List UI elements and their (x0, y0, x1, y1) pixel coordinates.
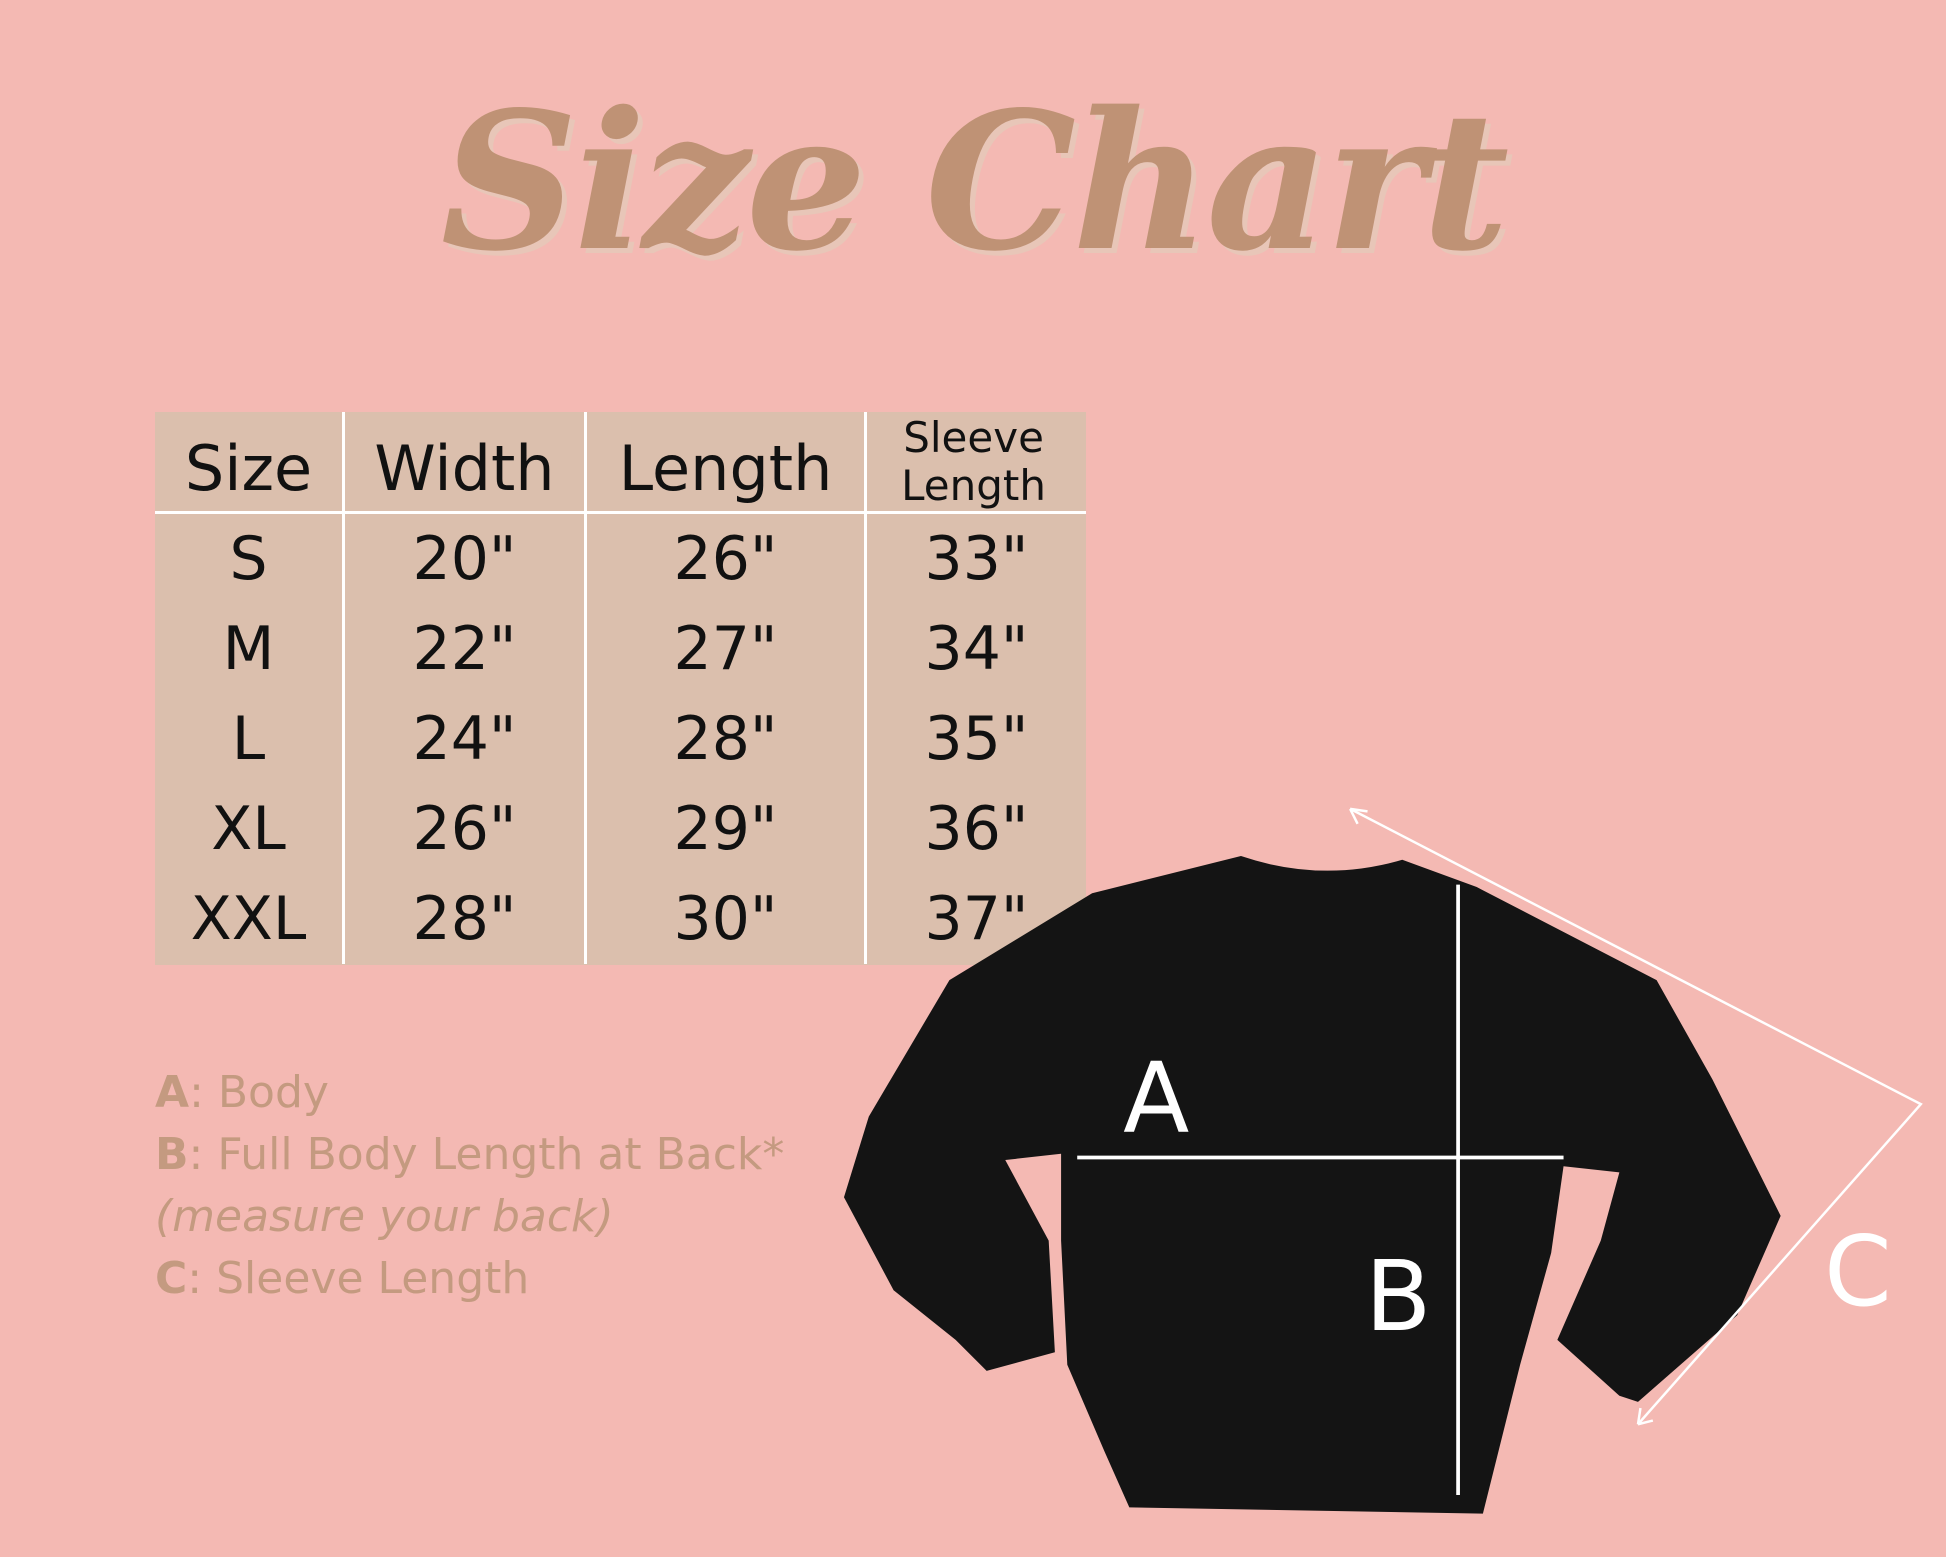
sweatshirt-image (843, 856, 1781, 1514)
cell-length: 27" (587, 604, 867, 694)
size-table: Size Width Length Sleeve Length S 20" 26" 3… (155, 412, 1086, 965)
cell-size: M (155, 604, 345, 694)
cell-width: 24" (345, 694, 587, 784)
legend-c: C: Sleeve Length (155, 1253, 530, 1304)
cell-length: 28" (587, 694, 867, 784)
cell-width: 20" (345, 514, 587, 604)
label-b: B (1365, 1240, 1431, 1353)
cell-size: L (155, 694, 345, 784)
header-width: Width (345, 412, 587, 514)
cell-sleeve-length: 33" (924, 524, 1029, 594)
cell-length: 29" (587, 784, 867, 874)
legend-a: A: Body (155, 1067, 329, 1118)
cell-size: XXL (155, 874, 345, 964)
header-sleeve-length: Sleeve Length (867, 412, 1086, 514)
measure-line-c (1349, 807, 1923, 1426)
cell-size: XL (155, 784, 345, 874)
legend: A: Body B: Full Body Length at Back* (me… (155, 1062, 784, 1310)
label-a: A (1123, 1041, 1189, 1154)
cell-width: 28" (345, 874, 587, 964)
header-length: Length (587, 412, 867, 514)
cell-width: 26" (345, 784, 587, 874)
cell-length: 26" (587, 514, 867, 604)
cell-length: 30" (587, 874, 867, 964)
legend-b: B: Full Body Length at Back* (155, 1129, 785, 1180)
cell-size: S (155, 514, 345, 604)
arrow-head-icon (1349, 807, 1654, 1426)
cell-sleeve-length: 36" (924, 794, 1029, 864)
cell-sleeve-length: 35" (924, 704, 1029, 774)
cell-width: 22" (345, 604, 587, 694)
page-title: Size Chart (440, 70, 1510, 293)
label-c: C (1824, 1215, 1892, 1328)
cell-sleeve-length: 34" (924, 614, 1029, 684)
cell-sleeve-length: 37" (924, 884, 1029, 954)
header-size: Size (155, 412, 345, 514)
legend-note: (measure your back) (155, 1191, 614, 1242)
